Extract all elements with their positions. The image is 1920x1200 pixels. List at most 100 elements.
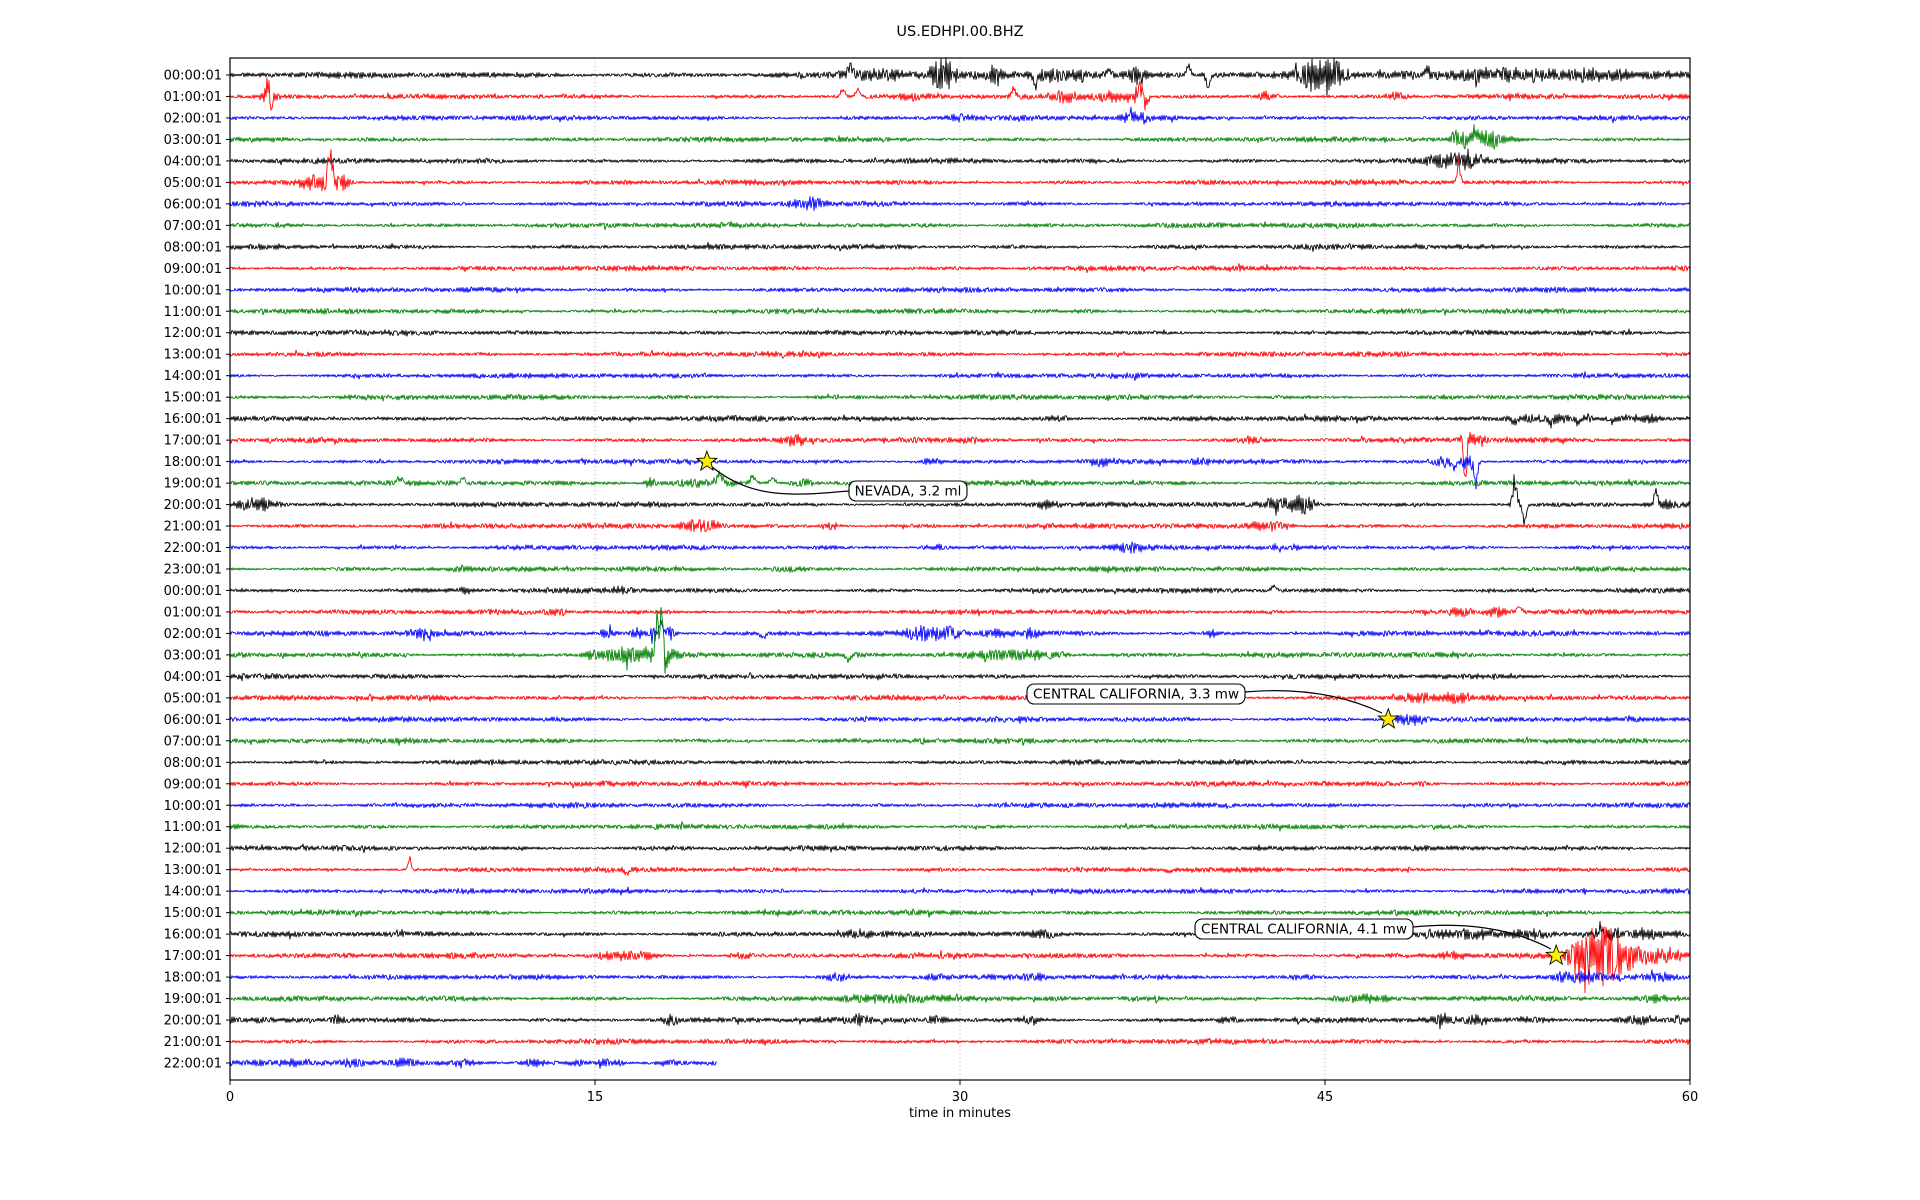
trace-row <box>229 106 1691 125</box>
trace-row <box>229 672 1691 682</box>
trace-row <box>229 606 1691 674</box>
trace-row <box>229 307 1691 316</box>
row-time-label: 03:00:01 <box>164 133 222 148</box>
annotation-label: CENTRAL CALIFORNIA, 3.3 mw <box>1033 687 1239 703</box>
row-time-label: 11:00:01 <box>164 820 222 835</box>
trace-row <box>229 1057 718 1069</box>
row-time-label: 05:00:01 <box>164 691 222 706</box>
trace-row <box>229 148 1691 171</box>
annotation-label-box <box>1026 683 1246 705</box>
row-time-label: 16:00:01 <box>164 928 222 943</box>
annotation-label-box <box>848 480 968 502</box>
row-time-label: 10:00:01 <box>164 283 222 298</box>
trace-row <box>229 371 1691 381</box>
row-time-label: 11:00:01 <box>164 305 222 320</box>
trace-row <box>229 455 1691 490</box>
row-time-label: 17:00:01 <box>164 949 222 964</box>
x-tick-label: 45 <box>1317 1090 1334 1105</box>
trace-row <box>229 843 1691 854</box>
x-tick-label: 60 <box>1682 1090 1699 1105</box>
trace-row <box>229 124 1691 150</box>
trace-row <box>229 908 1691 918</box>
row-time-label: 15:00:01 <box>164 391 222 406</box>
axes <box>226 57 1691 1085</box>
trace-row <box>229 196 1691 211</box>
chart-title: US.EDHPI.00.BHZ <box>896 24 1023 40</box>
row-time-label: 18:00:01 <box>164 971 222 986</box>
row-time-label: 14:00:01 <box>164 885 222 900</box>
trace-row <box>229 541 1691 554</box>
trace-row <box>229 241 1691 253</box>
trace-row <box>229 393 1691 402</box>
annotation-leader-line <box>1412 924 1552 950</box>
row-time-label: 10:00:01 <box>164 799 222 814</box>
trace-row <box>229 1012 1691 1030</box>
event-annotations: NEVADA, 3.2 ml CENTRAL CALIFORNIA, 3.3 mw… <box>695 449 1568 966</box>
trace-row <box>229 606 1691 618</box>
row-time-label: 07:00:01 <box>164 219 222 234</box>
row-time-label: 04:00:01 <box>164 670 222 685</box>
row-time-label: 17:00:01 <box>164 434 222 449</box>
trace-row <box>229 619 1691 645</box>
row-time-label: 08:00:01 <box>164 240 222 255</box>
row-time-label: 06:00:01 <box>164 713 222 728</box>
row-time-label: 23:00:01 <box>164 562 222 577</box>
trace-row <box>229 77 1691 111</box>
y-axis-time-labels: 00:00:01 01:00:01 02:00:01 03:00:01 04:00:01… <box>164 69 222 1072</box>
row-time-label: 00:00:01 <box>164 69 222 84</box>
trace-row <box>229 855 1691 876</box>
annotation-leader-line <box>1244 690 1383 714</box>
trace-row <box>229 886 1691 896</box>
trace-row <box>229 328 1691 337</box>
row-time-label: 21:00:01 <box>164 520 222 535</box>
trace-row <box>229 921 1691 942</box>
row-time-label: 03:00:01 <box>164 648 222 663</box>
row-time-label: 22:00:01 <box>164 541 222 556</box>
row-time-label: 18:00:01 <box>164 455 222 470</box>
row-time-label: 02:00:01 <box>164 111 222 126</box>
trace-row <box>229 286 1691 294</box>
row-time-label: 19:00:01 <box>164 477 222 492</box>
trace-row <box>229 925 1691 994</box>
row-time-label: 07:00:01 <box>164 734 222 749</box>
trace-row <box>229 474 1691 526</box>
trace-row <box>229 736 1691 746</box>
row-time-label: 00:00:01 <box>164 584 222 599</box>
row-time-label: 13:00:01 <box>164 863 222 878</box>
event-star-icon <box>1544 943 1568 966</box>
row-time-label: 06:00:01 <box>164 197 222 212</box>
row-time-label: 21:00:01 <box>164 1035 222 1050</box>
trace-row <box>229 821 1691 832</box>
trace-row <box>229 412 1691 429</box>
row-time-label: 01:00:01 <box>164 90 222 105</box>
trace-row <box>229 220 1691 231</box>
trace-row <box>229 584 1691 595</box>
row-time-label: 20:00:01 <box>164 1014 222 1029</box>
trace-row <box>229 149 1691 192</box>
trace-row <box>229 57 1691 96</box>
row-time-label: 08:00:01 <box>164 756 222 771</box>
trace-row <box>229 713 1691 726</box>
trace-row <box>229 779 1691 789</box>
trace-row <box>229 519 1691 533</box>
annotation-label: CENTRAL CALIFORNIA, 4.1 mw <box>1201 922 1407 938</box>
x-tick-label: 15 <box>587 1090 604 1105</box>
row-time-label: 02:00:01 <box>164 627 222 642</box>
row-time-label: 16:00:01 <box>164 412 222 427</box>
row-time-label: 04:00:01 <box>164 154 222 169</box>
row-time-label: 09:00:01 <box>164 262 222 277</box>
x-tick-label: 30 <box>952 1090 969 1105</box>
row-time-label: 12:00:01 <box>164 326 222 341</box>
x-tick-label: 0 <box>226 1090 234 1105</box>
event-star-icon <box>1377 707 1400 729</box>
trace-row <box>229 431 1691 477</box>
row-time-label: 01:00:01 <box>164 605 222 620</box>
annotation-leader-line <box>711 466 850 495</box>
row-time-label: 15:00:01 <box>164 906 222 921</box>
row-time-label: 05:00:01 <box>164 176 222 191</box>
waveform-traces <box>229 57 1691 1069</box>
row-time-label: 09:00:01 <box>164 777 222 792</box>
row-time-label: 20:00:01 <box>164 498 222 513</box>
